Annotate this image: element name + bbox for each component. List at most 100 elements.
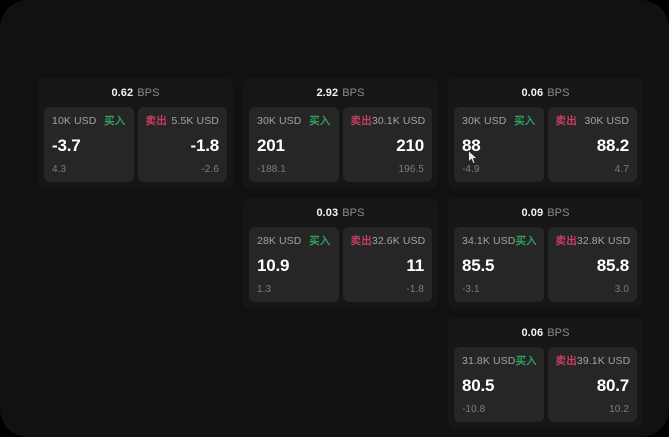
price-value: 80.7 xyxy=(596,376,629,395)
buy-tag[interactable]: 买入 xyxy=(309,115,331,128)
delta-value: 4.7 xyxy=(614,164,629,175)
column-1: 0.62 BPS 10K USD 买入 -3.7 4.3 卖出 5.5K USD -1.8 -2.… xyxy=(38,78,233,188)
sell-tag[interactable]: 卖出 xyxy=(555,355,577,368)
quote-side-buy[interactable]: 30K USD 买入 88 -4.9 xyxy=(454,107,544,182)
quote-side-header: 卖出 32.6K USD xyxy=(350,235,426,248)
buy-tag[interactable]: 买入 xyxy=(309,235,331,248)
quantity-label: 28K USD xyxy=(257,235,302,248)
bps-unit-label: BPS xyxy=(547,327,570,339)
bps-unit-label: BPS xyxy=(547,207,570,219)
quote-card[interactable]: 0.03 BPS 28K USD 买入 10.9 1.3 卖出 32.6K USD 11 -1.8 xyxy=(243,198,438,308)
price-value: 11 xyxy=(406,256,424,275)
quote-side-buy[interactable]: 28K USD 买入 10.9 1.3 xyxy=(249,227,339,302)
card-header: 0.09 BPS xyxy=(454,204,637,223)
delta-value: 1.3 xyxy=(257,284,272,295)
delta-value: -1.8 xyxy=(406,284,424,295)
delta-value: -188.1 xyxy=(257,164,286,175)
bps-value: 0.06 xyxy=(521,327,544,339)
buy-tag[interactable]: 买入 xyxy=(514,115,536,128)
card-header: 2.92 BPS xyxy=(249,84,432,103)
bps-value: 0.62 xyxy=(111,87,134,99)
quantity-label: 32.8K USD xyxy=(576,235,631,248)
delta-value: 196.5 xyxy=(398,164,424,175)
sell-tag[interactable]: 卖出 xyxy=(555,115,577,128)
quantity-label: 30.1K USD xyxy=(371,115,426,128)
quote-side-sell[interactable]: 卖出 5.5K USD -1.8 -2.6 xyxy=(137,107,227,182)
quote-side-header: 30K USD 买入 xyxy=(257,115,331,128)
bps-value: 0.06 xyxy=(521,87,544,99)
quote-card[interactable]: 0.62 BPS 10K USD 买入 -3.7 4.3 卖出 5.5K USD -1.8 -2.… xyxy=(38,78,233,188)
price-value: 88.2 xyxy=(596,136,629,155)
quote-side-header: 31.8K USD 买入 xyxy=(462,355,537,368)
quote-card[interactable]: 2.92 BPS 30K USD 买入 201 -188.1 卖出 30.1K USD 210 1… xyxy=(243,78,438,188)
quote-side-buy[interactable]: 34.1K USD 买入 85.5 -3.1 xyxy=(454,227,544,302)
delta-value: -2.6 xyxy=(201,164,219,175)
price-value: 80.5 xyxy=(462,376,495,395)
price-value: -1.8 xyxy=(190,136,220,155)
quantity-label: 5.5K USD xyxy=(171,115,219,128)
quote-side-sell[interactable]: 卖出 32.6K USD 11 -1.8 xyxy=(342,227,432,302)
quote-side-buy[interactable]: 30K USD 买入 201 -188.1 xyxy=(249,107,339,182)
price-value: 201 xyxy=(257,136,285,155)
price-value: 85.5 xyxy=(462,256,495,275)
column-2: 2.92 BPS 30K USD 买入 201 -188.1 卖出 30.1K USD 210 1… xyxy=(243,78,438,308)
quote-sides: 30K USD 买入 88 -4.9 卖出 30K USD 88.2 4.7 xyxy=(454,107,637,182)
quote-card[interactable]: 0.09 BPS 34.1K USD 买入 85.5 -3.1 卖出 32.8K USD 85.… xyxy=(448,198,643,308)
quote-side-sell[interactable]: 卖出 30K USD 88.2 4.7 xyxy=(547,107,637,182)
quote-sides: 34.1K USD 买入 85.5 -3.1 卖出 32.8K USD 85.8 3.0 xyxy=(454,227,637,302)
sell-tag[interactable]: 卖出 xyxy=(145,115,167,128)
quote-card-grid: 0.62 BPS 10K USD 买入 -3.7 4.3 卖出 5.5K USD -1.8 -2.… xyxy=(38,78,643,428)
quote-card[interactable]: 0.06 BPS 31.8K USD 买入 80.5 -10.8 卖出 39.1K USD 80… xyxy=(448,318,643,428)
delta-value: 10.2 xyxy=(609,404,629,415)
buy-tag[interactable]: 买入 xyxy=(515,355,537,368)
quote-side-sell[interactable]: 卖出 32.8K USD 85.8 3.0 xyxy=(547,227,637,302)
quote-side-sell[interactable]: 卖出 39.1K USD 80.7 10.2 xyxy=(547,347,637,422)
bps-unit-label: BPS xyxy=(547,87,570,99)
quote-card[interactable]: 0.06 BPS 30K USD 买入 88 -4.9 卖出 30K USD 88.2 4.7 xyxy=(448,78,643,188)
quantity-label: 30K USD xyxy=(462,115,507,128)
quote-side-header: 卖出 32.8K USD xyxy=(555,235,631,248)
quantity-label: 30K USD xyxy=(257,115,302,128)
quote-sides: 31.8K USD 买入 80.5 -10.8 卖出 39.1K USD 80.7 10.2 xyxy=(454,347,637,422)
quote-side-header: 10K USD 买入 xyxy=(52,115,126,128)
sell-tag[interactable]: 卖出 xyxy=(350,235,372,248)
quantity-label: 32.6K USD xyxy=(371,235,426,248)
card-header: 0.62 BPS xyxy=(44,84,227,103)
quantity-label: 10K USD xyxy=(52,115,97,128)
bps-value: 0.03 xyxy=(316,207,339,219)
quote-side-sell[interactable]: 卖出 30.1K USD 210 196.5 xyxy=(342,107,432,182)
delta-value: -10.8 xyxy=(462,404,486,415)
buy-tag[interactable]: 买入 xyxy=(515,235,537,248)
bps-unit-label: BPS xyxy=(137,87,160,99)
delta-value: 4.3 xyxy=(52,164,67,175)
delta-value: 3.0 xyxy=(614,284,629,295)
bps-unit-label: BPS xyxy=(342,207,365,219)
bps-value: 0.09 xyxy=(521,207,544,219)
bps-unit-label: BPS xyxy=(342,87,365,99)
delta-value: -4.9 xyxy=(462,164,480,175)
price-value: 85.8 xyxy=(596,256,629,275)
quote-side-header: 30K USD 买入 xyxy=(462,115,536,128)
price-value: 210 xyxy=(396,136,424,155)
price-value: 10.9 xyxy=(257,256,290,275)
quote-side-buy[interactable]: 10K USD 买入 -3.7 4.3 xyxy=(44,107,134,182)
quote-side-header: 卖出 30K USD xyxy=(556,115,630,128)
quantity-label: 30K USD xyxy=(584,115,629,128)
sell-tag[interactable]: 卖出 xyxy=(350,115,372,128)
quote-sides: 28K USD 买入 10.9 1.3 卖出 32.6K USD 11 -1.8 xyxy=(249,227,432,302)
card-header: 0.06 BPS xyxy=(454,324,637,343)
quote-side-header: 28K USD 买入 xyxy=(257,235,331,248)
quote-side-header: 34.1K USD 买入 xyxy=(462,235,537,248)
price-value: 88 xyxy=(462,136,481,155)
bps-value: 2.92 xyxy=(316,87,339,99)
quote-side-header: 卖出 5.5K USD xyxy=(146,115,220,128)
buy-tag[interactable]: 买入 xyxy=(104,115,126,128)
quantity-label: 31.8K USD xyxy=(462,355,516,368)
quote-side-header: 卖出 30.1K USD xyxy=(350,115,426,128)
quote-side-buy[interactable]: 31.8K USD 买入 80.5 -10.8 xyxy=(454,347,544,422)
price-value: -3.7 xyxy=(52,136,81,155)
sell-tag[interactable]: 卖出 xyxy=(555,235,577,248)
quote-sides: 10K USD 买入 -3.7 4.3 卖出 5.5K USD -1.8 -2.6 xyxy=(44,107,227,182)
quote-sides: 30K USD 买入 201 -188.1 卖出 30.1K USD 210 196.5 xyxy=(249,107,432,182)
